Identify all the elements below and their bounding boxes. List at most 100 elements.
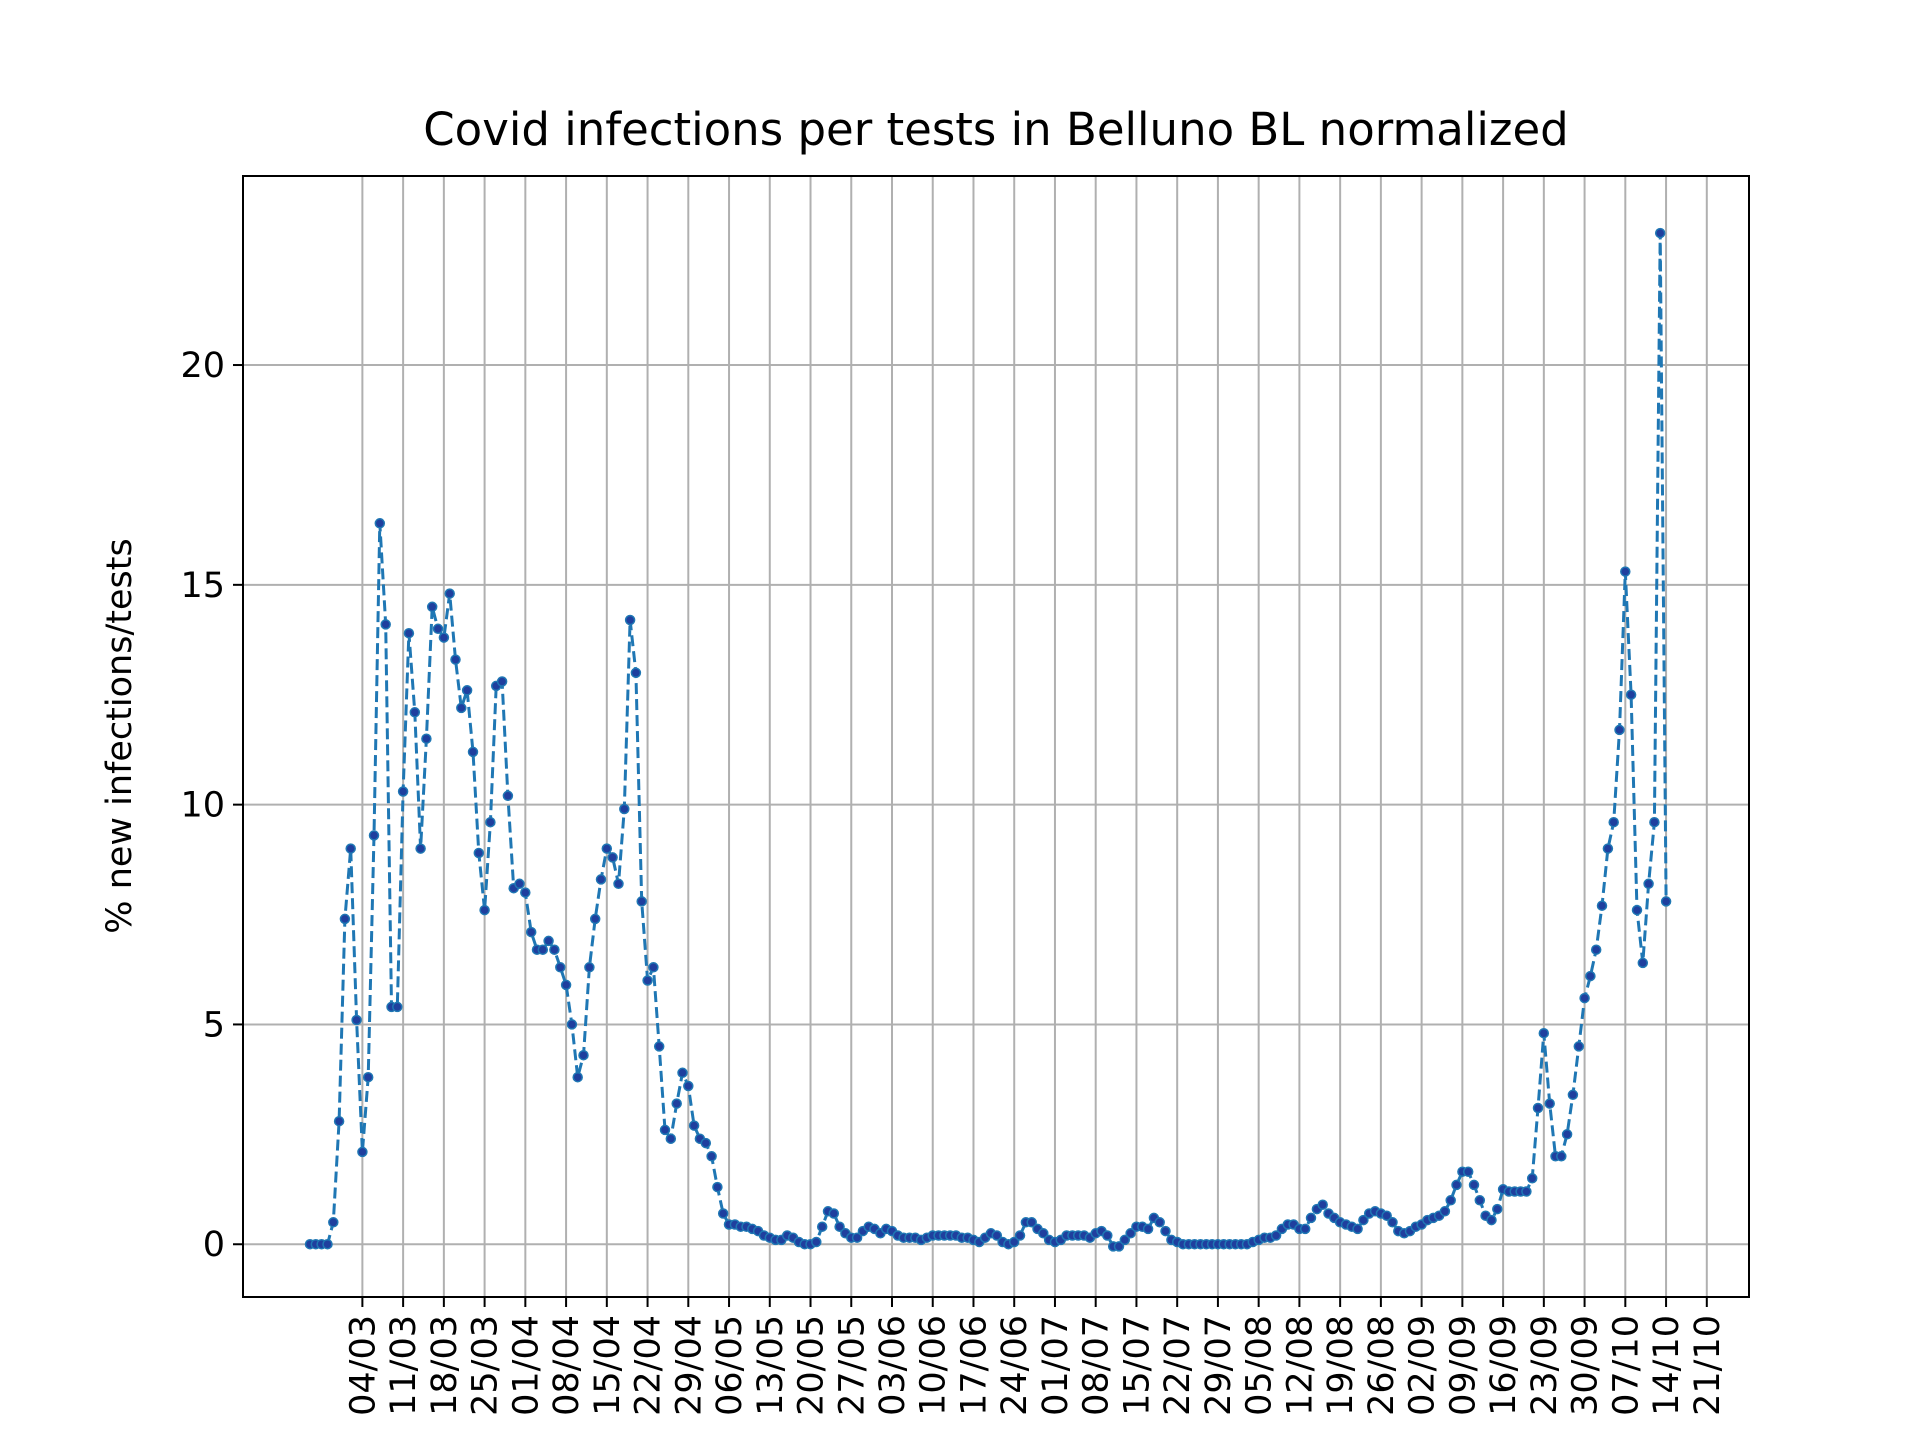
data-point (1305, 1212, 1317, 1224)
data-point (1521, 1186, 1532, 1197)
data-point (851, 1232, 863, 1243)
data-point (345, 843, 356, 854)
data-point (496, 676, 508, 687)
data-point (700, 1137, 712, 1149)
data-point (1142, 1223, 1154, 1235)
data-point (1544, 1098, 1555, 1109)
data-point (630, 667, 642, 679)
data-point (380, 619, 391, 630)
data-point (642, 975, 653, 986)
data-point (1532, 1102, 1544, 1114)
x-tick-label: 04/03 (343, 1315, 383, 1416)
data-point (636, 896, 647, 907)
data-point (1556, 1151, 1567, 1162)
data-point (1270, 1230, 1282, 1241)
chart-title: Covid infections per tests in Belluno BL… (423, 103, 1568, 156)
x-tick-label: 15/07 (1117, 1315, 1157, 1416)
data-point (659, 1124, 671, 1136)
x-tick-label: 17/06 (954, 1315, 994, 1416)
data-point (1602, 843, 1614, 854)
data-point (374, 518, 386, 529)
data-point (403, 627, 415, 639)
data-point (1439, 1206, 1451, 1217)
data-point (683, 1080, 694, 1092)
x-tick-label: 14/10 (1647, 1315, 1687, 1416)
data-point (566, 1019, 578, 1030)
data-point (1038, 1228, 1049, 1239)
data-point (537, 944, 549, 955)
data-point (1486, 1214, 1497, 1226)
plot-frame (242, 175, 1750, 1298)
x-tick-label: 10/06 (914, 1315, 954, 1416)
data-point (619, 803, 630, 815)
data-point (1526, 1173, 1538, 1184)
data-point (1026, 1217, 1037, 1228)
data-point (1561, 1129, 1573, 1140)
x-tick-label: 25/03 (466, 1315, 506, 1416)
data-point (1317, 1199, 1328, 1210)
data-point (1538, 1027, 1550, 1039)
data-point (502, 790, 514, 802)
data-point (677, 1067, 688, 1079)
data-point (1620, 566, 1631, 577)
data-point (1585, 970, 1596, 982)
data-point (1358, 1214, 1369, 1226)
data-point (525, 926, 537, 938)
data-point (1468, 1179, 1480, 1191)
data-point (1643, 878, 1654, 890)
data-point (578, 1049, 589, 1061)
data-point (438, 632, 450, 643)
data-point (467, 746, 479, 758)
data-point (607, 852, 618, 863)
x-tick-label: 15/04 (588, 1315, 628, 1416)
data-point (648, 962, 659, 973)
data-point (1492, 1203, 1503, 1215)
data-point (584, 962, 595, 973)
data-point (362, 1071, 374, 1083)
data-point (1596, 900, 1608, 911)
x-tick-label: 26/08 (1362, 1315, 1402, 1416)
y-tick-label: 15 (180, 566, 225, 606)
data-point (357, 1146, 368, 1158)
data-point (421, 733, 432, 744)
data-point (479, 904, 490, 916)
x-tick-label: 29/07 (1199, 1315, 1239, 1416)
x-tick-label: 16/09 (1484, 1315, 1524, 1416)
data-point (456, 702, 467, 714)
data-point (595, 874, 607, 885)
x-tick-label: 08/04 (547, 1315, 587, 1416)
x-tick-label: 30/09 (1566, 1315, 1606, 1416)
data-point (560, 979, 572, 991)
x-tick-label: 09/09 (1443, 1315, 1483, 1416)
data-point (601, 843, 613, 854)
data-point (1102, 1230, 1113, 1241)
data-point (1381, 1210, 1392, 1221)
data-point (1008, 1236, 1020, 1248)
x-tick-label: 13/05 (751, 1315, 791, 1416)
data-point (328, 1217, 339, 1228)
x-tick-label: 05/08 (1240, 1315, 1280, 1416)
x-tick-label: 01/04 (506, 1315, 546, 1416)
x-tick-label: 03/06 (873, 1315, 913, 1416)
x-tick-label: 20/05 (792, 1315, 832, 1416)
data-point (1462, 1166, 1474, 1177)
data-point (473, 847, 485, 859)
data-point (671, 1098, 682, 1109)
data-point (415, 843, 426, 854)
data-point (1625, 689, 1637, 700)
data-point (1125, 1228, 1136, 1239)
data-point (520, 887, 531, 898)
data-point (828, 1208, 840, 1219)
data-point (450, 654, 461, 665)
data-point (1387, 1217, 1398, 1228)
data-point (712, 1181, 723, 1193)
y-tick-label: 20 (180, 346, 225, 386)
data-point (653, 1041, 665, 1052)
x-tick-label: 21/10 (1688, 1315, 1728, 1416)
data-point (991, 1230, 1003, 1241)
data-point (834, 1221, 845, 1232)
data-point (589, 913, 601, 925)
x-tick-label: 29/04 (669, 1315, 709, 1416)
